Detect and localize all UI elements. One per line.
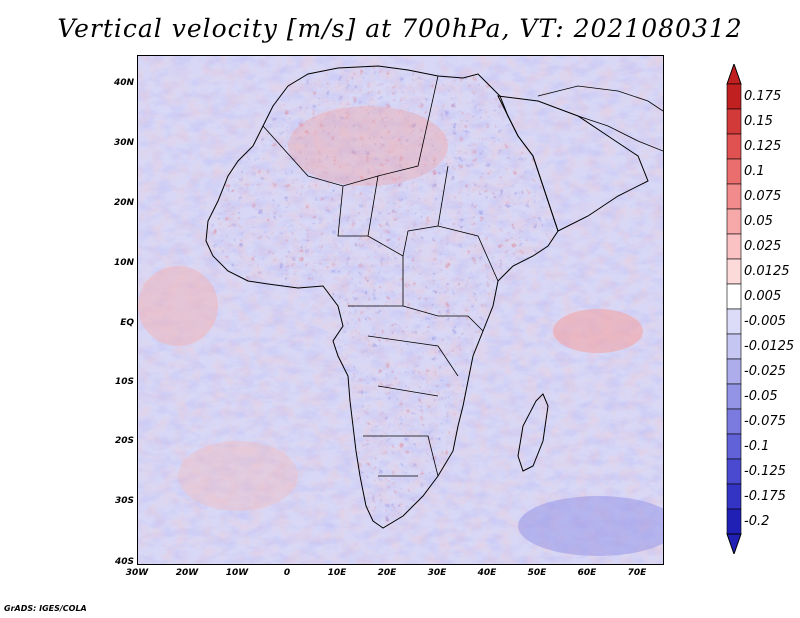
colorbar-label: -0.005 [744,313,786,329]
colorbar-swatch [726,383,742,410]
lon-label-10w: 10W [225,568,249,578]
map-panel [137,55,664,565]
colorbar-label: 0.075 [744,188,782,204]
lon-label-20w: 20W [175,568,199,578]
colorbar-label: 0.05 [744,213,773,229]
lat-label-30n: 30N [113,138,134,148]
colorbar-label: -0.025 [744,363,786,379]
colorbar-label: -0.1 [744,438,770,454]
colorbar-label: 0.005 [744,288,782,304]
colorbar-label: -0.2 [744,513,770,529]
lat-label-10s: 10S [114,377,134,387]
map-title: Vertical velocity [m/s] at 700hPa, VT: 2… [57,14,743,43]
colorbar-label: -0.05 [744,388,778,404]
lat-label-10n: 10N [113,258,134,268]
lon-label-30e: 30E [427,568,447,578]
lon-label-30w: 30W [125,568,149,578]
colorbar-label: -0.075 [744,413,786,429]
colorbar-label: 0.125 [744,138,782,154]
lat-label-eq: EQ [120,318,134,328]
colorbar-swatch [726,208,742,235]
colorbar-label: -0.175 [744,488,786,504]
colorbar-swatch [726,133,742,160]
lat-label-30s: 30S [114,496,134,506]
colorbar-swatch [726,458,742,485]
colorbar-swatch [726,333,742,360]
colorbar-swatch [726,283,742,310]
lat-label-20n: 20N [113,198,134,208]
colorbar [726,64,742,554]
colorbar-swatch [726,358,742,385]
colorbar-swatch [726,158,742,185]
credit-text: GrADS: IGES/COLA [4,604,87,613]
colorbar-label: 0.15 [744,113,773,129]
colorbar-top-arrow [726,64,742,85]
lon-label-50e: 50E [527,568,547,578]
lon-label-70e: 70E [627,568,647,578]
colorbar-label: 0.0125 [744,263,790,279]
lon-label-0: 0 [283,568,291,578]
colorbar-swatch [726,233,742,260]
colorbar-label: -0.0125 [744,338,795,354]
colorbar-swatch [726,108,742,135]
colorbar-label: -0.125 [744,463,786,479]
colorbar-bottom-arrow [726,533,742,554]
colorbar-swatch [726,433,742,460]
lon-label-10e: 10E [327,568,347,578]
colorbar-swatch [726,408,742,435]
colorbar-swatch [726,258,742,285]
colorbar-swatch [726,483,742,510]
colorbar-label: 0.025 [744,238,782,254]
colorbar-swatch [726,183,742,210]
lon-label-20e: 20E [377,568,397,578]
colorbar-label: 0.1 [744,163,765,179]
colorbar-swatch [726,508,742,535]
lon-label-40e: 40E [477,568,497,578]
colorbar-swatch [726,83,742,110]
lat-label-40s: 40S [114,557,134,567]
lon-label-60e: 60E [577,568,597,578]
colorbar-label: 0.175 [744,88,782,104]
lat-label-40n: 40N [113,78,134,88]
vertical-velocity-field-map [138,56,663,564]
colorbar-swatch [726,308,742,335]
lat-label-20s: 20S [114,436,134,446]
